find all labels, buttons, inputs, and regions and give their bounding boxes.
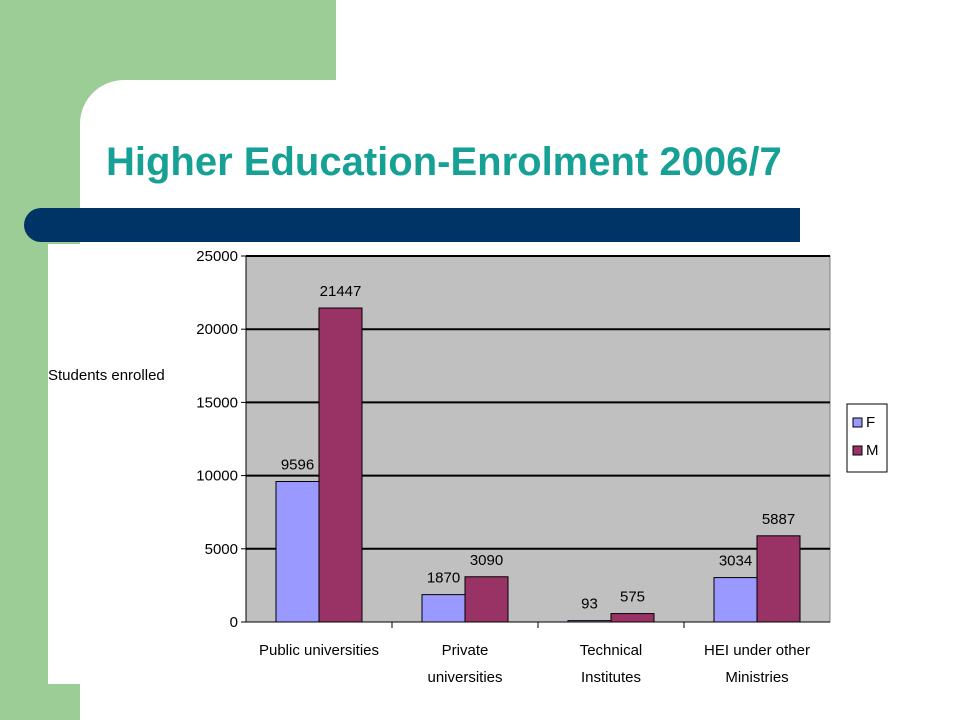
legend-swatch-f — [852, 417, 863, 428]
bar-m — [756, 535, 801, 623]
data-label: 575 — [620, 589, 645, 606]
y-tick-label: 10000 — [196, 468, 238, 485]
data-label: 1870 — [427, 570, 460, 587]
legend-label-f: F — [866, 414, 875, 431]
data-label: 93 — [581, 596, 598, 613]
legend-swatch-m — [852, 445, 863, 456]
data-label: 3090 — [470, 552, 503, 569]
x-tick-label: universities — [427, 669, 502, 686]
bar-f — [713, 577, 758, 623]
y-axis-label: Students enrolled — [48, 367, 165, 384]
bar-m — [318, 307, 363, 623]
x-tick-label: Private — [442, 642, 489, 659]
y-tick-label: 20000 — [196, 321, 238, 338]
legend-label-m: M — [866, 442, 879, 459]
data-label: 5887 — [762, 511, 795, 528]
bar-f — [275, 481, 320, 623]
slide-title: Higher Education-Enrolment 2006/7 — [106, 140, 782, 184]
data-label: 3034 — [719, 553, 752, 570]
y-tick-label: 15000 — [196, 394, 238, 411]
bar-m — [610, 613, 655, 623]
y-tick-label: 5000 — [205, 541, 238, 558]
x-tick-label: Ministries — [725, 669, 788, 686]
title-underline-bar — [24, 208, 800, 242]
x-tick-label: Technical — [580, 642, 643, 659]
legend-box — [846, 403, 888, 473]
x-tick-label: HEI under other — [704, 642, 810, 659]
bar-m — [464, 576, 509, 623]
data-label: 9596 — [281, 457, 314, 474]
bar-f — [567, 620, 612, 623]
x-tick-label: Institutes — [581, 669, 641, 686]
bar-f — [421, 594, 466, 623]
y-tick-label: 0 — [230, 614, 238, 631]
data-label: 21447 — [320, 283, 362, 300]
y-tick-label: 25000 — [196, 248, 238, 265]
x-tick-label: Public universities — [259, 642, 379, 659]
